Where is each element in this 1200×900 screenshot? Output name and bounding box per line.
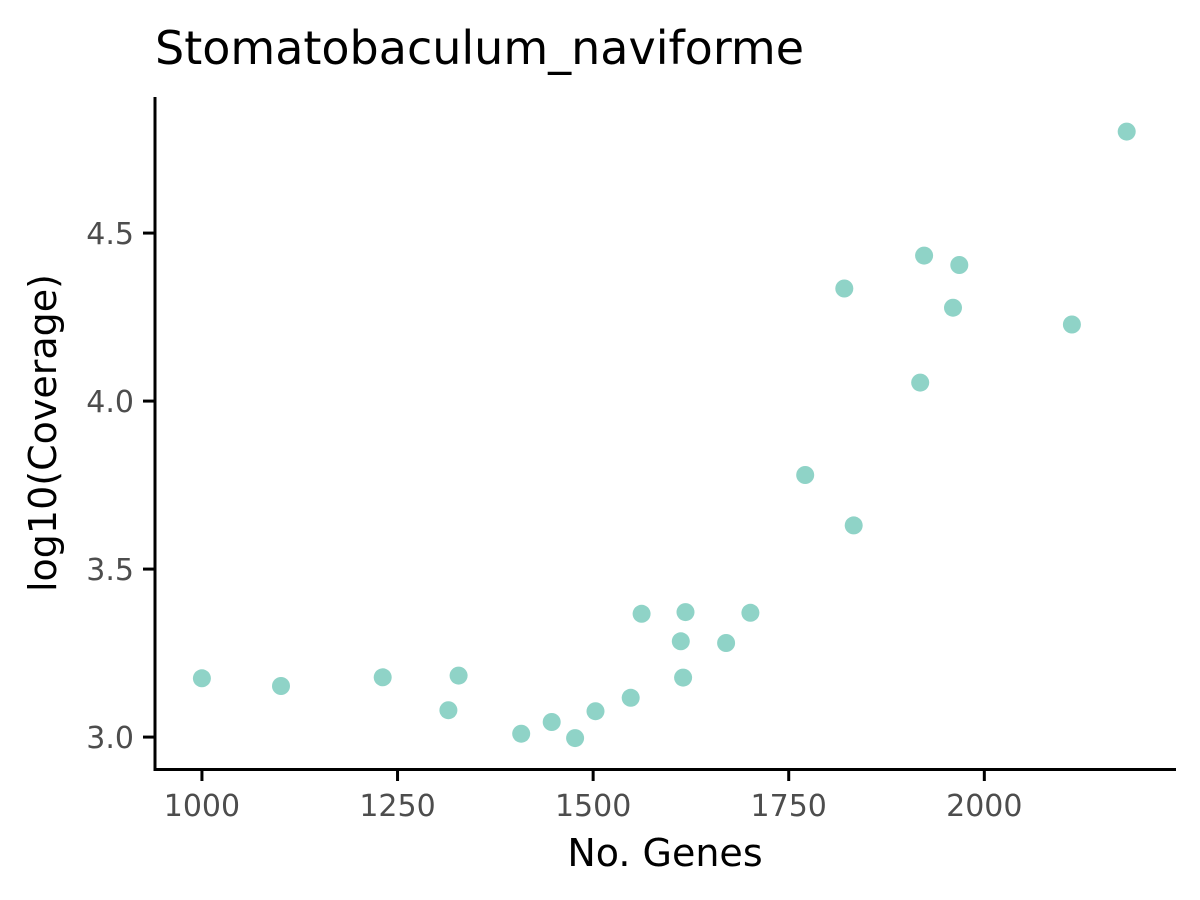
y-tick-label: 4.5 (86, 217, 134, 252)
data-point-8 (566, 729, 585, 748)
data-point-7 (542, 713, 561, 731)
x-tick-label: 2000 (946, 789, 1022, 824)
data-point-24 (1062, 315, 1081, 334)
data-point-12 (671, 632, 690, 651)
data-point-17 (796, 466, 815, 484)
chart-title: Stomatobaculum_naviforme (155, 21, 804, 75)
data-point-16 (741, 603, 760, 622)
data-point-14 (676, 603, 695, 622)
x-tick-label: 1250 (359, 789, 435, 824)
data-point-13 (674, 668, 693, 687)
y-tick-label: 3.0 (86, 721, 134, 756)
y-tick-label: 4.0 (86, 385, 134, 420)
data-point-18 (835, 279, 854, 298)
x-axis-title: No. Genes (567, 831, 762, 875)
data-point-25 (1117, 122, 1136, 141)
data-point-21 (915, 246, 934, 265)
x-tick-label: 1000 (164, 789, 240, 824)
data-points (192, 122, 1136, 748)
data-point-5 (449, 666, 468, 685)
data-point-6 (512, 724, 531, 743)
data-point-10 (621, 688, 640, 707)
data-point-19 (844, 516, 863, 535)
data-point-15 (717, 634, 736, 652)
data-point-11 (632, 604, 651, 623)
data-point-23 (950, 256, 969, 274)
data-point-3 (373, 668, 392, 687)
x-axis-ticks: 1000 1250 1500 1750 2000 (164, 771, 1022, 824)
y-tick-label: 3.5 (86, 553, 134, 588)
data-point-4 (439, 701, 458, 720)
x-tick-label: 1750 (751, 789, 827, 824)
data-point-22 (944, 298, 962, 317)
y-axis-title: log10(Coverage) (21, 274, 65, 592)
data-point-2 (272, 677, 290, 695)
data-point-1 (192, 669, 211, 688)
data-point-20 (911, 373, 930, 392)
plot-area: 1000 1250 1500 1750 2000 3.0 3.5 4.0 4.5 (86, 97, 1176, 824)
x-tick-label: 1500 (555, 789, 631, 824)
data-point-9 (586, 702, 605, 721)
y-axis-ticks: 3.0 3.5 4.0 4.5 (86, 217, 155, 756)
